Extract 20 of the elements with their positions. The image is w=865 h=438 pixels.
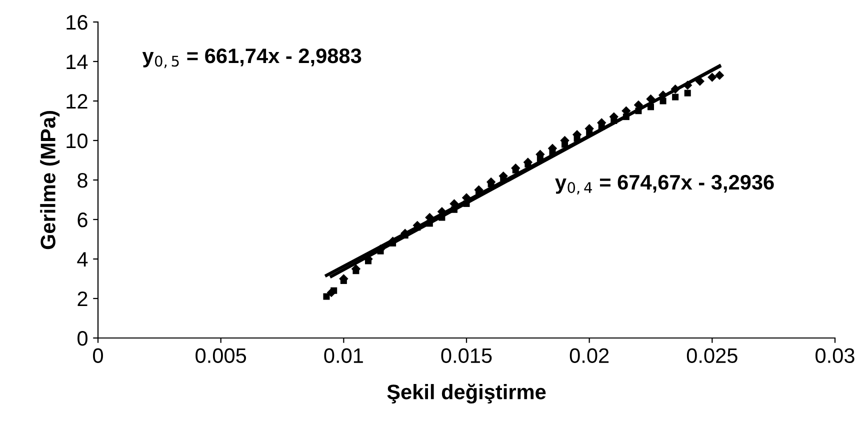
y-tick-label: 2 bbox=[78, 292, 88, 306]
x-tick-label: 0.02 bbox=[570, 348, 609, 364]
x-tick-label: 0.015 bbox=[441, 348, 492, 364]
y-axis-title: Gerilme (MPa) bbox=[40, 110, 60, 250]
y-tick-label: 4 bbox=[77, 252, 88, 267]
annotation: y$_{0,4}$ = 674,67x - 3,2936 bbox=[555, 174, 774, 195]
y-tick-label: 16 bbox=[66, 15, 88, 30]
x-tick-label: 0 bbox=[93, 348, 103, 364]
y-tick-label: 14 bbox=[66, 54, 88, 70]
x-axis-title: Şekil değiştirme bbox=[387, 384, 546, 404]
y-tick-label: 12 bbox=[66, 94, 88, 109]
annotation: y$_{0,5}$ = 661,74x - 2,9883 bbox=[142, 48, 362, 68]
x-tick-label: 0.025 bbox=[686, 348, 738, 364]
x-tick-label: 0.03 bbox=[816, 348, 854, 364]
y-tick-label: 6 bbox=[78, 212, 88, 228]
y-tick-label: 8 bbox=[78, 173, 88, 188]
y-tick-label: 0 bbox=[78, 331, 88, 346]
y-tick-label: 10 bbox=[66, 134, 88, 148]
x-tick-label: 0.005 bbox=[196, 348, 246, 364]
x-tick-label: 0.01 bbox=[324, 348, 363, 364]
